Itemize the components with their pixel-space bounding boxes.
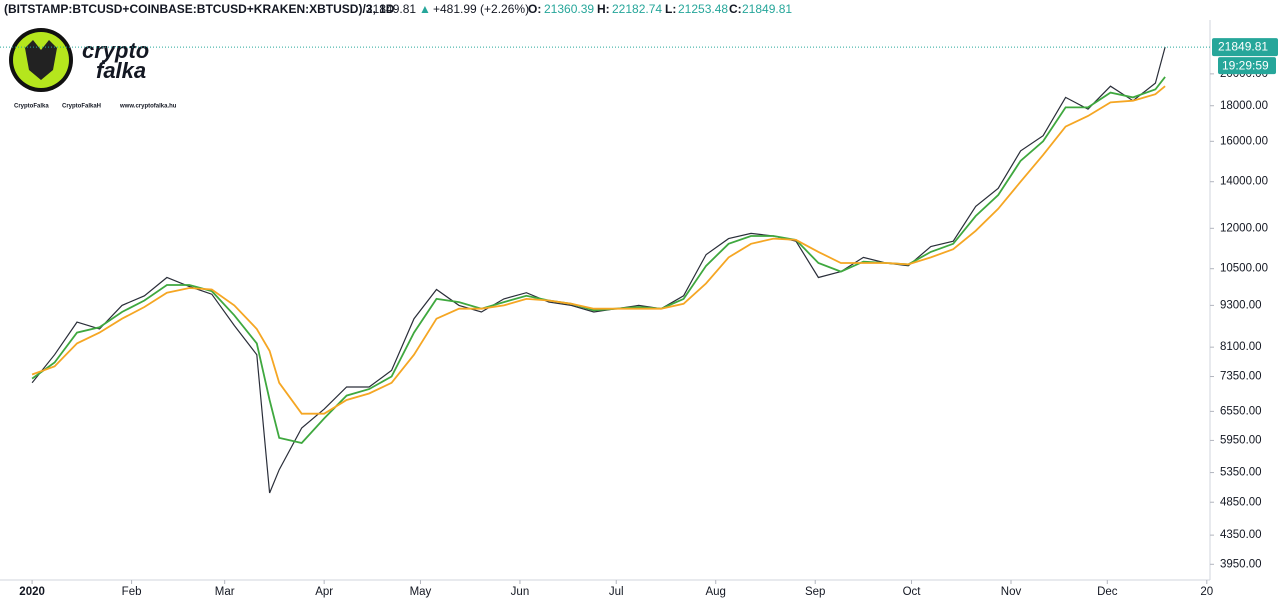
change-arrow: ▲ [419, 2, 431, 16]
x-tick-label: Oct [903, 586, 922, 598]
y-tick-label: 5350.00 [1220, 467, 1262, 479]
logo-text: crypto [82, 38, 149, 63]
logo-text: falka [96, 58, 146, 83]
y-tick-label: 3950.00 [1220, 558, 1262, 570]
close-label: C: [729, 2, 742, 16]
y-tick-label: 5950.00 [1220, 434, 1262, 446]
low-label: L: [665, 2, 676, 16]
y-tick-label: 18000.00 [1220, 100, 1268, 112]
social-link: CryptoFalkaH [62, 104, 101, 110]
y-tick-label: 14000.00 [1220, 176, 1268, 188]
x-tick-label: Jul [609, 586, 624, 598]
last-price: 21849.81 [366, 2, 416, 16]
countdown-box [1218, 57, 1276, 75]
y-tick-label: 9300.00 [1220, 299, 1262, 311]
y-tick-label: 12000.00 [1220, 222, 1268, 234]
x-tick-label: Mar [215, 586, 235, 598]
countdown-label: 19:29:59 [1222, 58, 1269, 72]
x-tick-label: Aug [705, 586, 725, 598]
high-label: H: [597, 2, 610, 16]
open: 21360.39 [544, 2, 594, 16]
x-tick-label: 20 [1200, 586, 1213, 598]
price-line [31, 46, 1166, 494]
x-tick-label: Nov [1001, 586, 1022, 598]
y-tick-label: 16000.00 [1220, 135, 1268, 147]
y-tick-label: 10500.00 [1220, 263, 1268, 275]
y-tick-label: 4350.00 [1220, 529, 1262, 541]
header: (BITSTAMP:BTCUSD+COINBASE:BTCUSD+KRAKEN:… [4, 2, 792, 16]
change: +481.99 (+2.26%) [433, 2, 529, 16]
x-tick-label: Dec [1097, 586, 1118, 598]
price-line [31, 85, 1166, 415]
x-tick-label: Apr [315, 586, 333, 598]
social-link: www.cryptofalka.hu [119, 104, 177, 110]
y-tick-label: 8100.00 [1220, 341, 1262, 353]
x-tick-label: Jun [511, 586, 530, 598]
last-price-label: 21849.81 [1218, 39, 1268, 53]
low: 21253.48 [678, 2, 728, 16]
y-tick-label: 4850.00 [1220, 496, 1262, 508]
y-tick-label: 7350.00 [1220, 371, 1262, 383]
last-price-box [1212, 38, 1278, 57]
logo-wolf [25, 40, 57, 80]
x-tick-label: Sep [805, 586, 825, 598]
price-line [31, 76, 1166, 444]
x-tick-label: Feb [122, 586, 142, 598]
x-tick-label: 2020 [19, 586, 45, 598]
close: 21849.81 [742, 2, 792, 16]
x-tick-label: May [410, 586, 432, 598]
social-link: CryptoFalka [14, 104, 49, 110]
logo: crypto falka CryptoFalka CryptoFalkaH ww… [9, 28, 177, 110]
high: 22182.74 [612, 2, 662, 16]
open-label: O: [528, 2, 541, 16]
y-tick-label: 6550.00 [1220, 405, 1262, 417]
symbol: (BITSTAMP:BTCUSD+COINBASE:BTCUSD+KRAKEN:… [4, 2, 395, 16]
